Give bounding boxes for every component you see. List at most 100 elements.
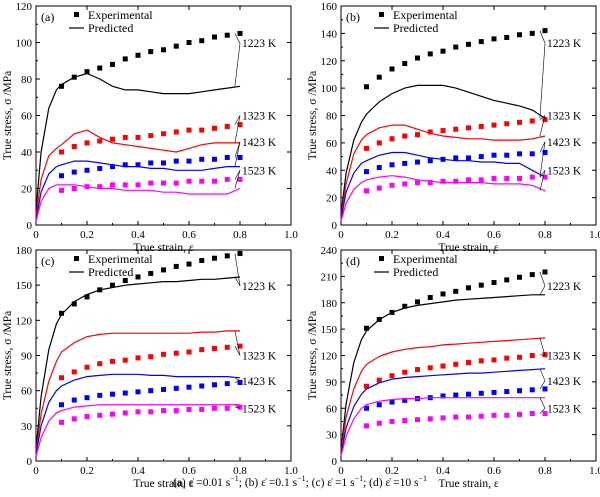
experimental-point-1323K: [122, 357, 128, 363]
experimental-point-1423K: [364, 169, 369, 175]
experimental-point-1523K: [491, 412, 497, 418]
experimental-point-1523K: [453, 178, 459, 184]
y-tick-label: 80: [21, 74, 33, 86]
experimental-point-1523K: [504, 175, 510, 181]
experimental-point-1523K: [135, 182, 141, 188]
experimental-point-1523K: [466, 414, 471, 420]
experimental-point-1323K: [186, 349, 192, 355]
experimental-point-1223K: [491, 36, 497, 42]
y-tick-label: 0: [332, 220, 338, 232]
experimental-point-1423K: [135, 162, 141, 168]
experimental-point-1423K: [71, 397, 77, 403]
experimental-point-1323K: [173, 350, 179, 356]
x-tick-label: 0.4: [436, 465, 450, 477]
y-axis-label: True stress, σ /MPa: [307, 71, 319, 160]
panel-label: (b): [346, 10, 360, 24]
temperature-label: 1323 K: [547, 351, 582, 363]
experimental-point-1223K: [415, 299, 420, 305]
experimental-point-1423K: [427, 158, 433, 164]
legend-predicted: Predicted: [393, 21, 438, 35]
x-tick-label: 0: [338, 465, 344, 477]
experimental-point-1323K: [224, 344, 230, 350]
caption-a-exp: −1: [230, 474, 239, 483]
experimental-point-1223K: [529, 272, 535, 278]
experimental-point-1523K: [376, 185, 382, 191]
experimental-point-1223K: [504, 34, 510, 40]
y-tick-label: 120: [321, 56, 338, 68]
experimental-point-1423K: [402, 160, 408, 166]
predicted-line-1223K: [35, 72, 241, 211]
experimental-point-1423K: [173, 385, 179, 391]
experimental-point-1523K: [364, 188, 369, 194]
experimental-point-1423K: [529, 387, 535, 393]
experimental-point-1523K: [161, 180, 166, 186]
experimental-point-1223K: [212, 34, 217, 40]
experimental-point-1523K: [529, 174, 535, 180]
experimental-point-1523K: [389, 182, 395, 188]
experimental-point-1223K: [161, 267, 166, 273]
experimental-point-1323K: [161, 131, 166, 137]
experimental-point-1423K: [97, 165, 103, 171]
temperature-label: 1323 K: [242, 111, 277, 123]
experimental-point-1323K: [402, 369, 408, 375]
temperature-label: 1423 K: [547, 376, 582, 388]
leader-line: [539, 368, 546, 381]
experimental-point-1423K: [542, 386, 548, 392]
experimental-point-1223K: [59, 83, 64, 89]
experimental-point-1323K: [364, 145, 369, 151]
experimental-point-1223K: [122, 277, 128, 283]
x-tick-label: 0.8: [233, 229, 247, 241]
leader-line: [539, 397, 546, 409]
leader-line: [234, 141, 241, 167]
y-tick-label: 60: [326, 403, 338, 415]
experimental-point-1423K: [529, 151, 535, 157]
experimental-point-1523K: [402, 418, 408, 424]
y-tick-label: 180: [321, 298, 338, 310]
y-tick-label: 180: [16, 245, 33, 257]
temperature-label: 1223 K: [547, 281, 582, 293]
experimental-point-1323K: [389, 136, 395, 142]
temperature-label: 1223 K: [547, 38, 582, 50]
leader-line: [234, 170, 241, 189]
predicted-line-1323K: [35, 129, 240, 216]
leader-line: [234, 141, 241, 158]
y-tick-label: 0: [332, 456, 338, 468]
experimental-point-1323K: [440, 363, 446, 369]
experimental-point-1323K: [110, 136, 115, 142]
experimental-point-1523K: [110, 182, 115, 188]
leader-line: [234, 406, 241, 409]
experimental-point-1223K: [224, 32, 230, 38]
experimental-point-1423K: [364, 405, 369, 411]
experimental-point-1223K: [97, 65, 103, 71]
experimental-point-1223K: [415, 55, 420, 61]
y-tick-label: 40: [21, 147, 33, 159]
temperature-label: 1423 K: [242, 376, 277, 388]
experimental-point-1523K: [453, 414, 459, 420]
experimental-point-1223K: [529, 30, 535, 36]
experimental-point-1323K: [440, 128, 446, 134]
y-tick-label: 60: [21, 386, 33, 398]
experimental-point-1423K: [491, 152, 497, 158]
experimental-point-1323K: [504, 121, 510, 127]
experimental-point-1223K: [466, 41, 471, 47]
experimental-point-1523K: [415, 417, 420, 423]
y-tick-label: 60: [21, 111, 33, 123]
x-tick-label: 0.4: [131, 229, 145, 241]
y-tick-label: 20: [21, 184, 33, 196]
predicted-line-1323K: [340, 337, 546, 453]
leader-line: [234, 345, 241, 356]
experimental-point-1423K: [97, 392, 103, 398]
experimental-point-1323K: [135, 134, 141, 140]
experimental-point-1223K: [199, 258, 205, 264]
experimental-point-1323K: [402, 133, 408, 139]
legend-predicted: Predicted: [88, 265, 133, 279]
x-tick-label: 0: [338, 229, 344, 241]
experimental-point-1223K: [440, 48, 446, 54]
predicted-line-1523K: [35, 404, 240, 457]
experimental-point-1323K: [199, 127, 205, 133]
y-tick-label: 30: [21, 421, 33, 433]
experimental-point-1323K: [71, 144, 77, 150]
experimental-point-1223K: [364, 84, 369, 90]
figure-caption: (a) ε̇ =0.01 s−1; (b) ε̇ =0.1 s−1; (c) ε…: [0, 474, 600, 489]
